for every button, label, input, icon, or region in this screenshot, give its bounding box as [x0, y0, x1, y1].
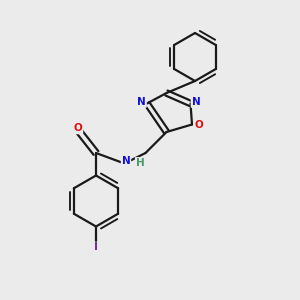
- Text: O: O: [194, 119, 203, 130]
- Text: I: I: [94, 242, 98, 253]
- Text: O: O: [74, 123, 82, 134]
- Text: N: N: [137, 97, 146, 107]
- Text: N: N: [191, 97, 200, 107]
- Text: H: H: [136, 158, 145, 168]
- Text: N: N: [122, 155, 130, 166]
